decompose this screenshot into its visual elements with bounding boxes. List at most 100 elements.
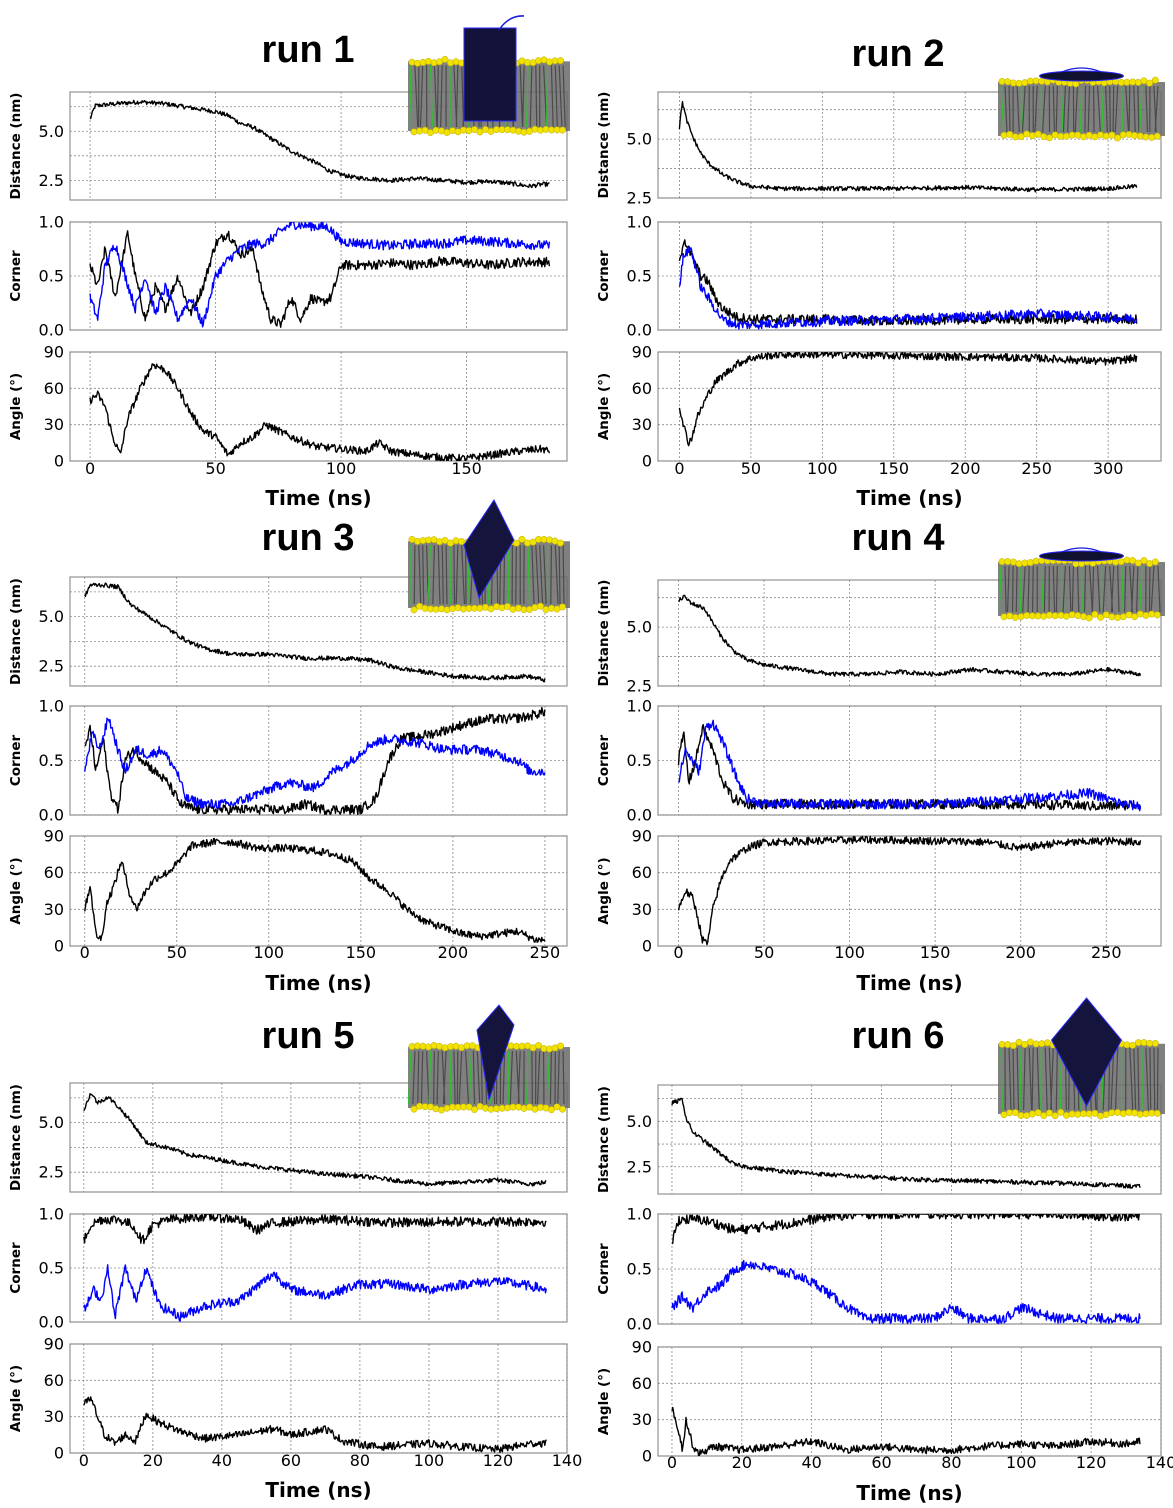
y-tick-label: 60 — [632, 863, 652, 882]
x-tick-label: 0 — [79, 1451, 89, 1470]
x-tick-label: 20 — [143, 1451, 163, 1470]
y-tick-label: 0.0 — [39, 806, 64, 825]
y-axis-label: Distance (nm) — [596, 1086, 612, 1193]
membrane-snapshot-image — [407, 1004, 570, 1114]
y-tick-label: 60 — [44, 1371, 64, 1390]
panel-corner: 0.0 0.5 1.0 Corner — [596, 213, 1162, 340]
y-tick-label: 60 — [44, 863, 64, 882]
y-tick-label: 30 — [632, 900, 652, 919]
y-tick-label: 60 — [632, 1374, 652, 1393]
plot-frame — [69, 351, 568, 462]
series-line-blue — [677, 719, 1142, 812]
run-title: run 4 — [852, 517, 945, 559]
y-tick-label: 90 — [632, 1338, 652, 1357]
series-line-black — [83, 1396, 547, 1453]
x-tick-label: 120 — [1076, 1453, 1107, 1472]
run-title: run 2 — [852, 33, 945, 75]
y-tick-label: 0.5 — [627, 751, 652, 770]
y-tick-label: 0.0 — [627, 1315, 652, 1334]
run-title: run 1 — [262, 29, 355, 71]
y-tick-label: 2.5 — [39, 657, 64, 676]
y-tick-label: 0.0 — [627, 321, 652, 340]
y-axis-label: Corner — [8, 735, 24, 787]
y-tick-label: 2.5 — [627, 189, 652, 208]
x-tick-label: 60 — [871, 1453, 891, 1472]
y-axis-label: Angle (°) — [8, 857, 24, 924]
y-tick-label: 0.0 — [39, 321, 64, 340]
x-tick-label: 20 — [732, 1453, 752, 1472]
y-tick-label: 0.5 — [39, 1259, 64, 1278]
x-tick-label: 200 — [950, 459, 981, 478]
y-tick-label: 30 — [44, 1407, 64, 1426]
panel-corner: 0.0 0.5 1.0 Corner — [596, 1205, 1162, 1334]
y-tick-label: 2.5 — [627, 677, 652, 696]
series-line-black — [678, 239, 1138, 326]
plot-frame — [657, 1346, 1162, 1457]
x-axis-label: Time (ns) — [265, 971, 371, 995]
series-line-black — [678, 101, 1138, 193]
series-line-black — [678, 594, 1142, 677]
membrane-snapshot-image — [998, 547, 1165, 622]
y-axis-label: Angle (°) — [8, 1365, 24, 1432]
y-tick-label: 1.0 — [39, 697, 64, 716]
panel-angle: 0 30 60 90 Angle (°) — [596, 1338, 1162, 1466]
panel-corner: 0.0 0.5 1.0 Corner — [8, 697, 568, 825]
panel-corner: 0.0 0.5 1.0 Corner — [8, 1205, 568, 1332]
y-tick-label: 0 — [642, 452, 652, 471]
series-line-black — [83, 1093, 547, 1187]
x-tick-label: 50 — [741, 459, 761, 478]
y-tick-label: 0 — [54, 452, 64, 471]
y-axis-label: Angle (°) — [8, 373, 24, 440]
series-line-black — [677, 836, 1142, 946]
x-tick-label: 40 — [212, 1451, 232, 1470]
run-title: run 3 — [262, 517, 355, 559]
x-axis-label: Time (ns) — [265, 486, 371, 510]
y-tick-label: 1.0 — [39, 213, 64, 232]
x-tick-label: 50 — [205, 459, 225, 478]
y-tick-label: 0.5 — [39, 267, 64, 286]
series-line-black — [89, 99, 550, 189]
y-tick-label: 0.5 — [627, 267, 652, 286]
membrane-snapshot-image — [998, 67, 1165, 142]
x-tick-label: 0 — [674, 459, 684, 478]
y-tick-label: 5.0 — [627, 130, 652, 149]
x-tick-label: 0 — [85, 459, 95, 478]
y-tick-label: 5.0 — [627, 618, 652, 637]
y-tick-label: 2.5 — [39, 171, 64, 190]
y-tick-label: 30 — [632, 1410, 652, 1429]
y-axis-label: Angle (°) — [596, 1368, 612, 1435]
series-line-black — [84, 837, 546, 943]
series-line-black — [83, 1214, 547, 1245]
panel-angle: 0 30 60 90 Angle (°) — [8, 827, 568, 956]
x-tick-label: 50 — [167, 943, 187, 962]
x-tick-label: 250 — [1091, 943, 1122, 962]
x-tick-label: 100 — [326, 459, 357, 478]
series-line-black — [678, 352, 1138, 447]
panel-angle: 0 30 60 90 Angle (°) — [596, 343, 1162, 471]
x-tick-label: 140 — [1146, 1453, 1173, 1472]
x-axis-label: Time (ns) — [265, 1478, 371, 1502]
panel-distance: 2.5 5.0 Distance (nm) — [596, 1084, 1162, 1195]
y-tick-label: 5.0 — [39, 607, 64, 626]
y-tick-label: 5.0 — [627, 1112, 652, 1131]
x-tick-label: 150 — [346, 943, 377, 962]
run-title: run 6 — [852, 1015, 945, 1057]
plot-frame — [69, 1343, 568, 1454]
membrane-snapshot-image — [998, 997, 1165, 1120]
y-axis-label: Angle (°) — [596, 373, 612, 440]
y-tick-label: 1.0 — [39, 1205, 64, 1224]
panel-corner: 0.0 0.5 1.0 Corner — [8, 213, 568, 340]
y-tick-label: 60 — [44, 379, 64, 398]
y-axis-label: Corner — [8, 250, 24, 302]
x-tick-label: 120 — [483, 1451, 514, 1470]
series-line-blue — [89, 222, 551, 328]
x-tick-label: 150 — [879, 459, 910, 478]
x-tick-label: 60 — [281, 1451, 301, 1470]
x-tick-label: 0 — [80, 943, 90, 962]
x-tick-label: 150 — [920, 943, 951, 962]
